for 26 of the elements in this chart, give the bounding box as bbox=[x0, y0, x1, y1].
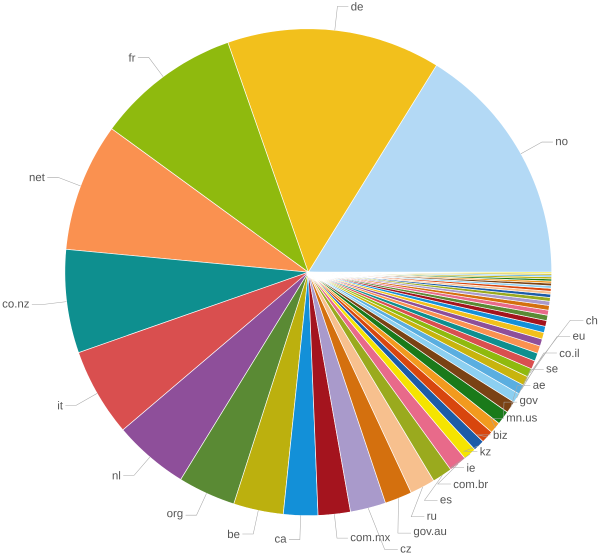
slice-label: nl bbox=[112, 471, 120, 480]
slice-label: it bbox=[58, 401, 63, 410]
slice-label: ae bbox=[533, 382, 545, 389]
slice-label: ca bbox=[274, 536, 287, 543]
slice-label: org bbox=[167, 511, 182, 520]
slice-label: biz bbox=[494, 430, 507, 440]
slice-label: se bbox=[546, 366, 558, 373]
slice-label: kz bbox=[480, 447, 491, 456]
slice-label: cz bbox=[400, 546, 412, 553]
slice-label: co.nz bbox=[2, 301, 29, 308]
slice-label: gov bbox=[520, 398, 538, 406]
slice-label: co.il bbox=[560, 348, 579, 358]
slice-label: net bbox=[30, 174, 45, 182]
slice-label: eu bbox=[573, 334, 585, 340]
slice-label: com.br bbox=[454, 480, 488, 488]
slice-label: com.mx bbox=[350, 535, 390, 542]
slice-label: no bbox=[556, 139, 568, 146]
slice-label: mn.us bbox=[506, 415, 537, 422]
slice-label: es bbox=[440, 497, 452, 504]
slice-label: be bbox=[228, 530, 240, 538]
slice-label: fr bbox=[128, 53, 136, 62]
slice-label: ru bbox=[427, 514, 436, 520]
slice-label: ch bbox=[586, 316, 598, 325]
slice-label: gov.au bbox=[414, 528, 446, 538]
slice-label: ie bbox=[467, 464, 475, 472]
slice-label: de bbox=[351, 2, 363, 11]
